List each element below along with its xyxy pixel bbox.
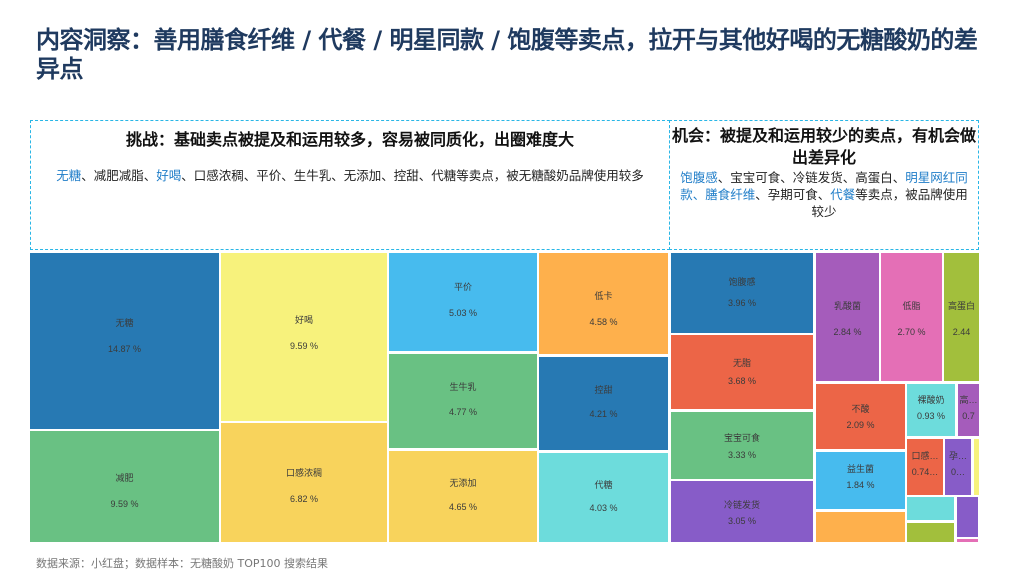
treemap-cell[interactable]: 冷链发货 3.05 % (671, 481, 813, 542)
cell-value: 3.05 % (727, 516, 757, 527)
opportunity-segment: 、孕期可食、 (755, 187, 831, 202)
cell-value: 4.21 % (589, 409, 618, 420)
treemap-cell[interactable]: 生牛乳 4.77 % (389, 354, 537, 448)
treemap-cell[interactable] (907, 497, 954, 520)
cell-value: 0… (950, 467, 965, 478)
treemap-cell[interactable]: 饱腹感 3.96 % (671, 253, 813, 333)
opportunity-segment: 、宝宝可食、冷链发货、高蛋白、 (717, 170, 906, 185)
treemap-cell[interactable]: 减肥 9.59 % (30, 431, 219, 542)
cell-value: 2.84 % (833, 327, 862, 338)
treemap-cell[interactable] (907, 523, 954, 542)
cell-label: 裸酸奶 (917, 395, 945, 406)
treemap-cell[interactable]: 孕… 0… (945, 439, 971, 495)
treemap-cell[interactable]: 裸酸奶 0.93 % (907, 384, 955, 436)
cell-label: 无添加 (449, 478, 477, 489)
treemap-cell[interactable]: 无糖 14.87 % (30, 253, 219, 429)
cell-label: 乳酸菌 (833, 301, 861, 312)
data-source-note: 数据来源：小红盘；数据样本：无糖酸奶 TOP100 搜索结果 (36, 557, 328, 570)
challenge-segment: 好喝 (156, 168, 182, 183)
cell-label: 宝宝可食 (723, 432, 760, 443)
page-title: 内容洞察：善用膳食纤维 / 代餐 / 明星同款 / 饱腹等卖点，拉开与其他好喝的… (36, 26, 978, 83)
cell-label: 口感浓稠 (285, 467, 322, 478)
cell-label: 冷链发货 (723, 500, 760, 511)
cell-value: 4.03 % (589, 502, 618, 513)
treemap-cell[interactable]: 低卡 4.58 % (539, 253, 668, 354)
cell-label: 生牛乳 (449, 382, 477, 393)
cell-value: 3.33 % (727, 449, 757, 460)
treemap-cell[interactable]: 口感… 0.74… (907, 439, 943, 495)
cell-label: 减肥 (115, 472, 134, 483)
challenge-box: 挑战：基础卖点被提及和运用较多，容易被同质化，出圈难度大 无糖、减肥减脂、好喝、… (30, 120, 670, 250)
challenge-segment: 无糖 (56, 168, 82, 183)
challenge-heading: 挑战：基础卖点被提及和运用较多，容易被同质化，出圈难度大 (125, 130, 574, 149)
cell-value: 3.68 % (727, 376, 757, 387)
treemap-cell[interactable] (974, 439, 979, 495)
cell-value: 5.03 % (448, 307, 478, 318)
treemap-cell[interactable]: 无添加 4.65 % (389, 451, 537, 542)
cell-value: 0.7 (962, 411, 975, 422)
treemap-cell[interactable]: 低脂 2.70 % (881, 253, 942, 381)
cell-value: 4.77 % (448, 406, 478, 417)
treemap-cell[interactable] (957, 497, 978, 537)
cell-label: 孕… (948, 451, 967, 462)
cell-label: 低脂 (902, 301, 921, 312)
treemap-cell[interactable]: 益生菌 1.84 % (816, 452, 905, 509)
cell-label: 高蛋白 (947, 301, 975, 312)
challenge-segment: 、减肥减脂、 (81, 168, 157, 183)
cell-label: 控甜 (594, 385, 613, 396)
cell-value: 1.84 % (846, 480, 875, 491)
cell-label: 好喝 (294, 315, 313, 326)
cell-label: 低卡 (594, 291, 613, 302)
cell-value: 0.93 % (916, 411, 946, 422)
cell-value: 9.59 % (289, 341, 319, 352)
cell-label: 益生菌 (846, 464, 874, 475)
cell-value: 2.09 % (846, 420, 875, 431)
opportunity-segment: 饱腹感 (680, 170, 718, 185)
cell-label: 平价 (453, 282, 472, 293)
cell-label: 高… (959, 395, 978, 406)
opportunity-heading: 机会：被提及和运用较少的卖点，有机会做出差异化 (671, 126, 976, 167)
cell-label: 口感… (911, 451, 939, 462)
treemap-cell[interactable]: 口感浓稠 6.82 % (221, 423, 387, 542)
cell-label: 饱腹感 (728, 277, 756, 288)
treemap-cell[interactable]: 控甜 4.21 % (539, 357, 668, 450)
opportunity-box: 机会：被提及和运用较少的卖点，有机会做出差异化 饱腹感、宝宝可食、冷链发货、高蛋… (669, 120, 979, 250)
opportunity-segment: 代餐 (830, 187, 856, 202)
treemap-cell[interactable]: 无脂 3.68 % (671, 335, 813, 409)
opportunity-body: 饱腹感、宝宝可食、冷链发货、高蛋白、明星网红同款、膳食纤维、孕期可食、代餐等卖点… (670, 169, 978, 220)
cell-value: 2.44 (952, 327, 971, 338)
treemap-cell[interactable]: 好喝 9.59 % (221, 253, 387, 421)
cell-value: 3.96 % (727, 297, 757, 308)
cell-label: 无糖 (115, 318, 134, 329)
cell-label: 无脂 (732, 357, 751, 368)
treemap-cell[interactable]: 高蛋白 2.44 (944, 253, 979, 381)
cell-value: 0.74… (911, 467, 939, 478)
cell-value: 6.82 % (289, 493, 319, 504)
cell-value: 9.59 % (110, 498, 139, 509)
opportunity-segment: 明星网红同款、膳食纤维 (680, 170, 968, 202)
treemap-cell[interactable]: 乳酸菌 2.84 % (816, 253, 879, 381)
treemap-cell[interactable]: 高… 0.7 (958, 384, 979, 436)
cell-value: 2.70 % (897, 327, 926, 338)
treemap-cell[interactable]: 宝宝可食 3.33 % (671, 412, 813, 479)
challenge-segment: 、口感浓稠、平价、生牛乳、无添加、控甜、代糖等卖点，被无糖酸奶品牌使用较多 (181, 168, 644, 183)
cell-label: 不酸 (851, 404, 870, 415)
treemap-cell[interactable] (957, 539, 978, 542)
cell-label: 代糖 (594, 479, 613, 490)
treemap-cell[interactable] (816, 512, 905, 542)
treemap-cell[interactable]: 不酸 2.09 % (816, 384, 905, 449)
cell-value: 4.58 % (589, 317, 618, 328)
cell-value: 14.87 % (107, 344, 142, 355)
cell-value: 4.65 % (448, 501, 478, 512)
treemap-cell[interactable]: 代糖 4.03 % (539, 453, 668, 542)
opportunity-segment: 等卖点，被品牌使用较少 (811, 187, 968, 219)
treemap-cell[interactable]: 平价 5.03 % (389, 253, 537, 351)
challenge-body: 无糖、减肥减脂、好喝、口感浓稠、平价、生牛乳、无添加、控甜、代糖等卖点，被无糖酸… (31, 167, 669, 184)
